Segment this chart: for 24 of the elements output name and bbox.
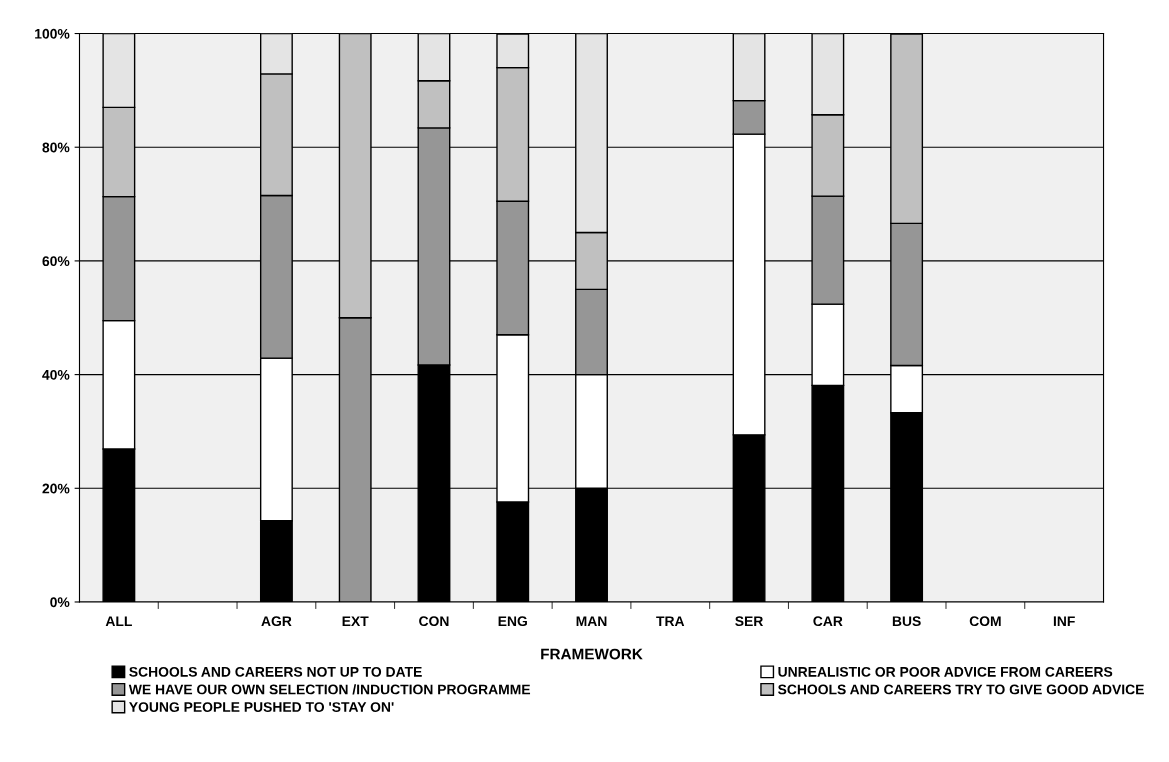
x-tick-label: SER xyxy=(735,616,764,627)
x-tick-label: ALL xyxy=(105,616,132,626)
x-tick-label: BUS xyxy=(892,616,921,627)
y-tick-label: 40% xyxy=(42,369,70,380)
legend-label: SCHOOLS AND CAREERS TRY TO GIVE GOOD ADVICE xyxy=(778,684,1144,695)
legend-label: WE HAVE OUR OWN SELECTION /INDUCTION PROGRAMME xyxy=(128,684,531,695)
x-tick-label: MAN xyxy=(576,616,607,626)
y-tick-label: 0% xyxy=(50,597,70,608)
x-tick-label: TRA xyxy=(656,616,685,626)
x-tick-label: CON xyxy=(419,616,449,627)
x-tick-label: EXT xyxy=(342,616,369,626)
legend-label: UNREALISTIC OR POOR ADVICE FROM CAREERS xyxy=(778,666,1113,677)
x-tick-label: CAR xyxy=(813,616,843,627)
legend-label: YOUNG PEOPLE PUSHED TO 'STAY ON' xyxy=(129,702,394,712)
y-tick-label: 20% xyxy=(42,483,70,494)
x-tick-label: ENG xyxy=(498,616,527,627)
x-tick-label: INF xyxy=(1053,616,1075,626)
x-axis-title: FRAMEWORK xyxy=(541,648,643,660)
legend-label: SCHOOLS AND CAREERS NOT UP TO DATE xyxy=(129,666,422,677)
y-tick-label: 80% xyxy=(42,142,70,153)
y-tick-label: 100% xyxy=(35,28,70,39)
x-tick-label: AGR xyxy=(261,616,292,627)
y-tick-label: 60% xyxy=(42,256,70,267)
x-tick-label: COM xyxy=(969,616,1001,627)
